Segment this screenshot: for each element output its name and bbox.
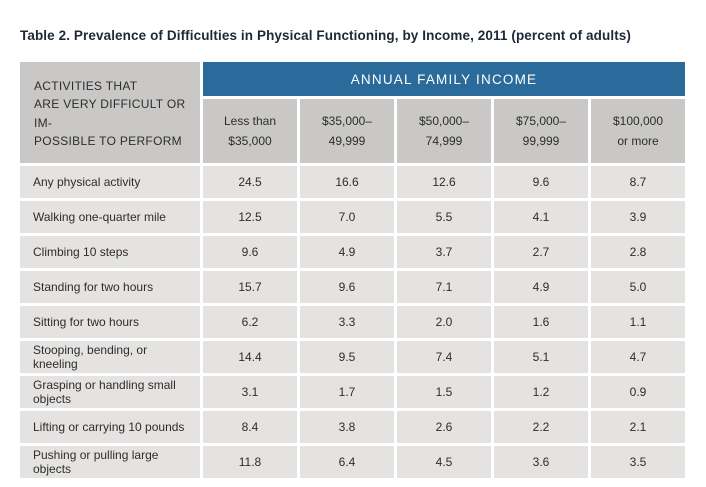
value-cell: 8.7 xyxy=(591,166,685,198)
value-cell: 3.7 xyxy=(397,236,491,268)
value-cell: 3.1 xyxy=(203,376,297,408)
value-cell: 0.9 xyxy=(591,376,685,408)
value-cell: 9.5 xyxy=(300,341,394,373)
value-cell: 9.6 xyxy=(494,166,588,198)
row-label: Climbing 10 steps xyxy=(20,236,200,268)
corner-header-cell: ACTIVITIES THAT ARE VERY DIFFICULT OR IM… xyxy=(20,62,200,163)
row-label: Pushing or pulling large objects xyxy=(20,446,200,478)
value-cell: 3.6 xyxy=(494,446,588,478)
row-label: Sitting for two hours xyxy=(20,306,200,338)
value-cell: 2.0 xyxy=(397,306,491,338)
value-cell: 15.7 xyxy=(203,271,297,303)
value-cell: 7.1 xyxy=(397,271,491,303)
column-header-row: Less than $35,000 $35,000– 49,999 $50,000–… xyxy=(20,99,685,163)
table-body: Any physical activity 24.5 16.6 12.6 9.6 8.7 W… xyxy=(20,166,685,478)
value-cell: 4.5 xyxy=(397,446,491,478)
column-header: $75,000– 99,999 xyxy=(494,99,588,163)
value-cell: 3.5 xyxy=(591,446,685,478)
value-cell: 9.6 xyxy=(300,271,394,303)
value-cell: 9.6 xyxy=(203,236,297,268)
value-cell: 7.0 xyxy=(300,201,394,233)
table-row: Any physical activity 24.5 16.6 12.6 9.6 8.7 xyxy=(20,166,685,198)
table-row: Sitting for two hours 6.2 3.3 2.0 1.6 1.1 xyxy=(20,306,685,338)
value-cell: 11.8 xyxy=(203,446,297,478)
value-cell: 3.8 xyxy=(300,411,394,443)
table-row: Grasping or handling small objects 3.1 1.7… xyxy=(20,376,685,408)
value-cell: 1.5 xyxy=(397,376,491,408)
table-row: Pushing or pulling large objects 11.8 6.4 4… xyxy=(20,446,685,478)
row-label: Lifting or carrying 10 pounds xyxy=(20,411,200,443)
table-title: Table 2. Prevalence of Difficulties in P… xyxy=(20,28,632,43)
value-cell: 1.7 xyxy=(300,376,394,408)
column-header: $100,000 or more xyxy=(591,99,685,163)
value-cell: 5.0 xyxy=(591,271,685,303)
value-cell: 4.9 xyxy=(300,236,394,268)
value-cell: 2.2 xyxy=(494,411,588,443)
value-cell: 14.4 xyxy=(203,341,297,373)
value-cell: 4.7 xyxy=(591,341,685,373)
annual-family-income-band: ANNUAL FAMILY INCOME xyxy=(203,62,685,96)
value-cell: 2.6 xyxy=(397,411,491,443)
value-cell: 2.8 xyxy=(591,236,685,268)
table-row: Walking one-quarter mile 12.5 7.0 5.5 4.1 3.9 xyxy=(20,201,685,233)
value-cell: 12.5 xyxy=(203,201,297,233)
column-header: $35,000– 49,999 xyxy=(300,99,394,163)
value-cell: 4.9 xyxy=(494,271,588,303)
value-cell: 3.3 xyxy=(300,306,394,338)
row-label: Standing for two hours xyxy=(20,271,200,303)
table-row: Stooping, bending, or kneeling 14.4 9.5 7.4… xyxy=(20,341,685,373)
income-difficulties-table: ACTIVITIES THAT ARE VERY DIFFICULT OR IM… xyxy=(17,59,688,481)
row-label: Any physical activity xyxy=(20,166,200,198)
column-header: $50,000– 74,999 xyxy=(397,99,491,163)
value-cell: 5.1 xyxy=(494,341,588,373)
value-cell: 6.2 xyxy=(203,306,297,338)
value-cell: 16.6 xyxy=(300,166,394,198)
value-cell: 8.4 xyxy=(203,411,297,443)
column-header: Less than $35,000 xyxy=(203,99,297,163)
row-label: Stooping, bending, or kneeling xyxy=(20,341,200,373)
value-cell: 12.6 xyxy=(397,166,491,198)
value-cell: 6.4 xyxy=(300,446,394,478)
value-cell: 4.1 xyxy=(494,201,588,233)
band-row: ACTIVITIES THAT ARE VERY DIFFICULT OR IM… xyxy=(20,62,685,163)
value-cell: 7.4 xyxy=(397,341,491,373)
value-cell: 5.5 xyxy=(397,201,491,233)
value-cell: 2.1 xyxy=(591,411,685,443)
value-cell: 1.2 xyxy=(494,376,588,408)
row-label: Grasping or handling small objects xyxy=(20,376,200,408)
value-cell: 24.5 xyxy=(203,166,297,198)
table-row: Standing for two hours 15.7 9.6 7.1 4.9 5.0 xyxy=(20,271,685,303)
value-cell: 1.6 xyxy=(494,306,588,338)
value-cell: 3.9 xyxy=(591,201,685,233)
table-row: Climbing 10 steps 9.6 4.9 3.7 2.7 2.8 xyxy=(20,236,685,268)
row-label: Walking one-quarter mile xyxy=(20,201,200,233)
table-row: Lifting or carrying 10 pounds 8.4 3.8 2.6 2.… xyxy=(20,411,685,443)
value-cell: 2.7 xyxy=(494,236,588,268)
table-header: ACTIVITIES THAT ARE VERY DIFFICULT OR IM… xyxy=(20,62,685,163)
value-cell: 1.1 xyxy=(591,306,685,338)
